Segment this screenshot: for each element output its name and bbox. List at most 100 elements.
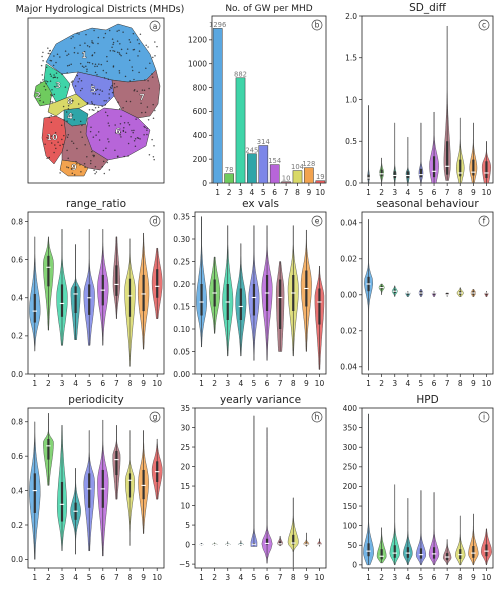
map-well-point bbox=[100, 63, 103, 66]
map-well-point bbox=[102, 69, 105, 72]
chart-title: periodicity bbox=[68, 394, 123, 406]
x-tick-label: 5 bbox=[87, 379, 92, 388]
map-well-point bbox=[130, 136, 132, 138]
map-well-point bbox=[105, 72, 108, 74]
x-tick-label: 4 bbox=[238, 573, 243, 582]
map-well-point bbox=[79, 62, 82, 65]
map-well-point bbox=[103, 172, 106, 175]
map-well-point bbox=[49, 59, 51, 62]
bar bbox=[269, 164, 280, 184]
map-well-point bbox=[120, 136, 122, 138]
map-well-point bbox=[51, 95, 53, 97]
map-well-point bbox=[73, 47, 76, 49]
map-well-point bbox=[140, 102, 142, 104]
map-well-point bbox=[55, 61, 57, 64]
map-well-point bbox=[123, 121, 126, 124]
map-well-point bbox=[67, 134, 70, 136]
panel-letter: a bbox=[153, 22, 158, 31]
map-well-point bbox=[109, 50, 112, 52]
map-well-point bbox=[133, 89, 135, 92]
map-well-point bbox=[91, 62, 94, 65]
map-well-point bbox=[112, 66, 115, 68]
x-tick-label: 10 bbox=[482, 188, 492, 197]
map-well-point bbox=[107, 122, 110, 124]
y-tick-label: 0.4 bbox=[11, 294, 23, 303]
map-well-point bbox=[50, 135, 53, 137]
map-well-point bbox=[134, 145, 137, 148]
panel-letter: e bbox=[315, 217, 320, 226]
map-well-point bbox=[101, 105, 103, 108]
y-tick-label: 1000 bbox=[188, 60, 207, 69]
x-tick-label: 2 bbox=[379, 188, 384, 197]
bar bbox=[315, 180, 326, 184]
map-well-point bbox=[73, 119, 75, 121]
map-well-point bbox=[112, 49, 114, 52]
map-well-point bbox=[124, 75, 127, 78]
map-well-point bbox=[49, 73, 52, 76]
x-tick-label: 4 bbox=[405, 188, 410, 197]
map-well-point bbox=[111, 46, 113, 49]
map-region-label: 6 bbox=[115, 127, 121, 136]
map-well-point bbox=[89, 130, 92, 133]
x-tick-label: 2 bbox=[379, 573, 384, 582]
map-well-point bbox=[129, 100, 132, 103]
map-well-point bbox=[96, 65, 98, 68]
map-well-point bbox=[106, 161, 109, 164]
panel-letter: d bbox=[153, 217, 158, 226]
y-tick-label: 0.35 bbox=[173, 212, 190, 221]
map-well-point bbox=[128, 123, 131, 126]
map-well-point bbox=[81, 136, 83, 139]
panel-letter-circle bbox=[311, 411, 323, 423]
map-well-point bbox=[108, 29, 111, 32]
map-well-point bbox=[77, 103, 80, 105]
y-tick-label: 0.6 bbox=[11, 452, 23, 461]
map-well-point bbox=[117, 101, 119, 104]
y-tick-label: 200 bbox=[193, 155, 208, 164]
map-well-point bbox=[66, 149, 68, 152]
y-tick-label: 400 bbox=[343, 404, 358, 413]
map-well-point bbox=[108, 141, 110, 143]
y-tick-label: 15 bbox=[180, 482, 190, 491]
x-tick-label: 4 bbox=[73, 379, 78, 388]
map-well-point bbox=[66, 120, 68, 122]
y-tick-label: 600 bbox=[193, 107, 208, 116]
map-well-point bbox=[94, 71, 97, 74]
y-tick-label: 0 bbox=[185, 540, 190, 549]
map-well-point bbox=[153, 145, 155, 147]
y-tick-label: 150 bbox=[343, 502, 358, 511]
map-well-point bbox=[70, 63, 72, 66]
map-well-point bbox=[114, 149, 116, 152]
map-region-label: 10 bbox=[46, 133, 58, 142]
map-well-point bbox=[146, 127, 148, 130]
map-well-point bbox=[108, 93, 110, 95]
bar bbox=[292, 170, 303, 184]
map-well-point bbox=[84, 42, 86, 44]
map-well-point bbox=[151, 138, 153, 141]
map-well-point bbox=[143, 133, 145, 136]
map-well-point bbox=[47, 47, 49, 49]
map-well-point bbox=[79, 120, 82, 123]
map-well-point bbox=[93, 104, 96, 106]
map-well-point bbox=[145, 44, 147, 46]
map-well-point bbox=[103, 36, 105, 39]
map-well-point bbox=[133, 78, 135, 81]
map-well-point bbox=[90, 101, 93, 103]
map-well-point bbox=[86, 156, 88, 158]
x-tick-label: 8 bbox=[458, 188, 463, 197]
x-tick-label: 3 bbox=[225, 573, 230, 582]
map-well-point bbox=[138, 42, 140, 45]
y-tick-label: −5 bbox=[179, 560, 190, 569]
map-well-point bbox=[91, 41, 93, 44]
map-well-point bbox=[76, 163, 78, 165]
panel-letter-circle bbox=[311, 19, 323, 31]
panel-letter: b bbox=[315, 21, 320, 30]
panel-letter-circle bbox=[311, 215, 323, 227]
map-well-point bbox=[116, 155, 119, 158]
map-region-labels: 1 2 3 4 5 6 7 8 9 10 bbox=[35, 51, 145, 172]
map-well-point bbox=[91, 102, 94, 105]
x-tick-label: 4 bbox=[405, 573, 410, 582]
y-tick-label: 25 bbox=[180, 443, 190, 452]
